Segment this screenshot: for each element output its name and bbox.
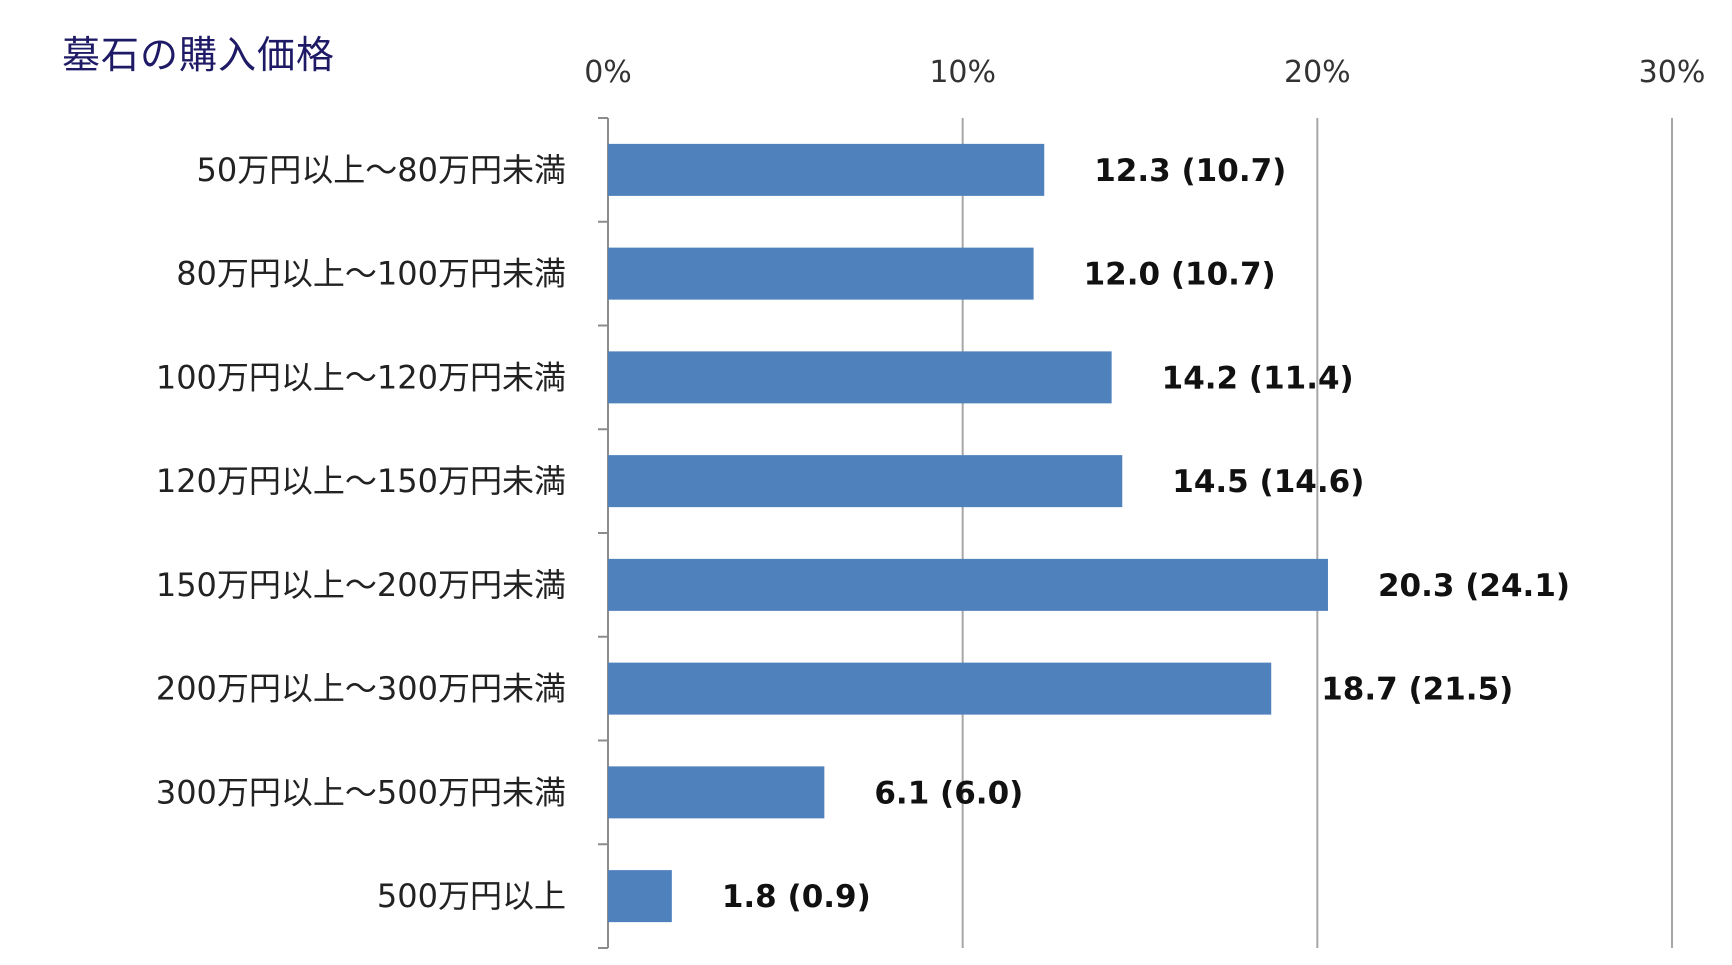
bar [608,558,1328,611]
x-tick-label: 10% [929,55,996,90]
data-label: 12.3 (10.7) [1094,153,1286,189]
bar [608,351,1112,404]
x-tick-label: 20% [1284,55,1351,90]
data-label: 14.2 (11.4) [1162,360,1354,396]
chart-title: 墓石の購入価格 [62,33,336,77]
data-label: 18.7 (21.5) [1321,672,1513,708]
data-label: 12.0 (10.7) [1084,257,1276,293]
bar [608,662,1272,715]
bar [608,766,825,819]
bar [608,870,672,923]
bar [608,455,1123,508]
category-label: 50万円以上～80万円未満 [197,151,566,189]
category-label: 300万円以上～500万円未満 [156,773,566,811]
category-label: 100万円以上～120万円未満 [156,358,566,396]
data-label: 14.5 (14.6) [1172,464,1364,500]
data-labels: 12.3 (10.7) 12.0 (10.7) 14.2 (11.4) 14.5 (1… [722,153,1570,915]
bar [608,143,1045,196]
data-label: 1.8 (0.9) [722,879,871,915]
category-labels: 50万円以上～80万円未満 80万円以上～100万円未満 100万円以上～120万円… [156,151,566,915]
category-label: 150万円以上～200万円未満 [156,566,566,604]
category-label: 500万円以上 [377,877,566,915]
gridlines [598,117,1673,949]
data-label: 20.3 (24.1) [1378,568,1570,604]
bar [608,247,1034,300]
x-axis-ticks: 0% 10% 20% 30% [584,55,1705,90]
category-label: 120万円以上～150万円未満 [156,462,566,500]
data-label: 6.1 (6.0) [874,775,1023,811]
category-label: 80万円以上～100万円未満 [176,255,566,293]
x-tick-label: 0% [584,55,632,90]
category-label: 200万円以上～300万円未満 [156,670,566,708]
x-tick-label: 30% [1639,55,1706,90]
bars [608,143,1328,923]
